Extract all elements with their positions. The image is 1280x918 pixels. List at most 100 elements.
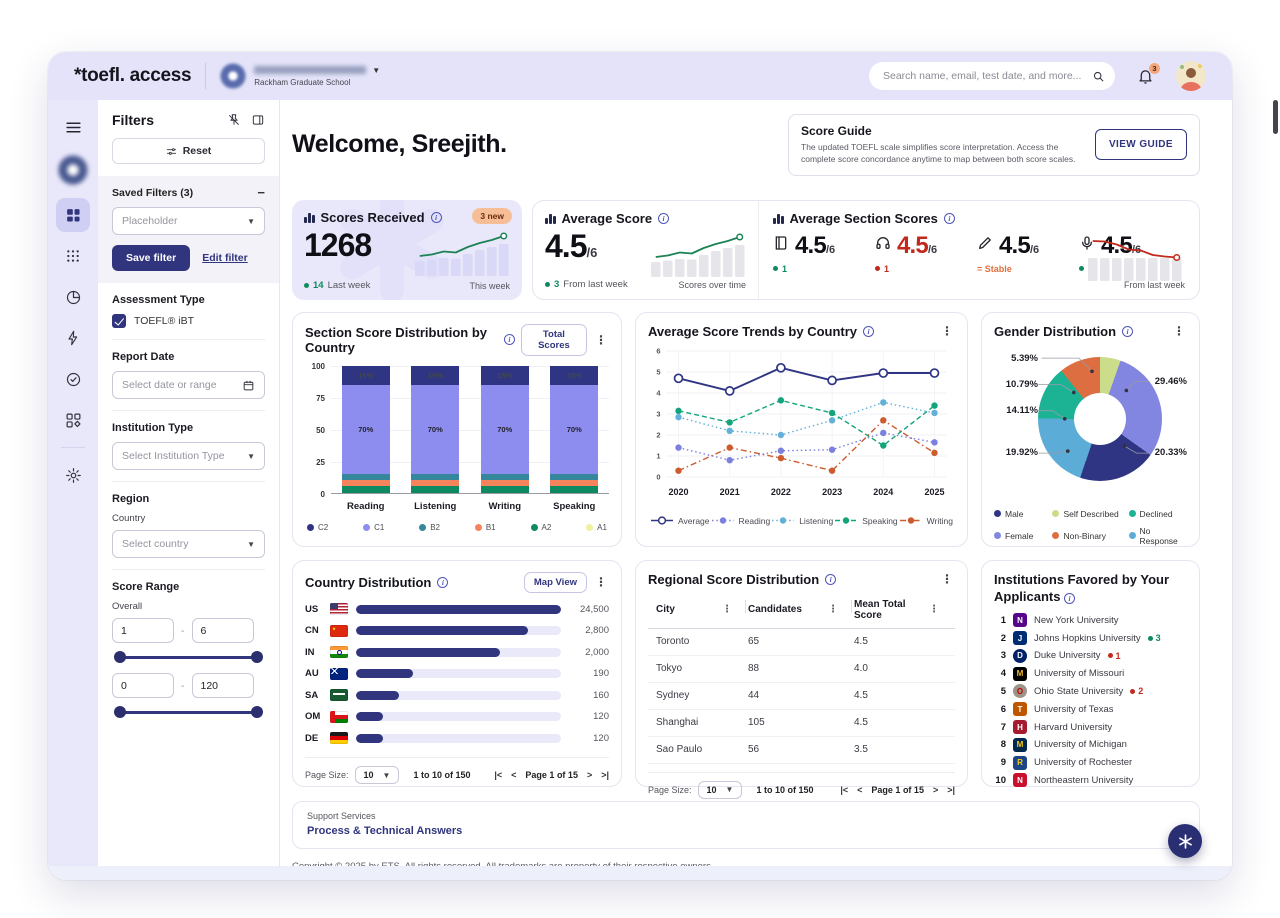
next-page-button[interactable]: > bbox=[586, 770, 593, 781]
sidebar-item-dashboard[interactable] bbox=[56, 198, 90, 232]
collapse-panel-icon[interactable] bbox=[251, 113, 265, 127]
info-icon[interactable]: i bbox=[503, 334, 515, 346]
search-icon[interactable] bbox=[1092, 70, 1105, 83]
kebab-menu-icon[interactable]: ⋮ bbox=[1173, 324, 1185, 339]
country-select[interactable]: Select country ▼ bbox=[112, 530, 265, 558]
institution-selector[interactable]: ▼ Rackham Graduate School bbox=[220, 63, 380, 89]
country-bar-fill bbox=[356, 733, 383, 743]
saved-filter-select[interactable]: Placeholder ▼ bbox=[112, 207, 265, 235]
page-scrollbar-thumb[interactable] bbox=[1273, 100, 1278, 134]
prev-page-button[interactable]: < bbox=[857, 784, 863, 795]
total-scores-button[interactable]: Total Scores bbox=[520, 323, 587, 356]
last-page-button[interactable]: >| bbox=[601, 770, 609, 781]
sidebar-item-actions[interactable] bbox=[56, 321, 90, 355]
sidebar-item-reports[interactable] bbox=[56, 280, 90, 314]
calendar-icon bbox=[243, 380, 254, 390]
bar-segment: 15% bbox=[480, 365, 529, 385]
legend-item: Declined bbox=[1128, 509, 1187, 519]
score-min-input[interactable] bbox=[112, 618, 174, 643]
country-bar-fill bbox=[356, 690, 400, 700]
kebab-menu-icon[interactable]: ⋮ bbox=[595, 575, 607, 590]
sidebar-item-integrations[interactable] bbox=[56, 403, 90, 437]
score2-range-slider[interactable] bbox=[114, 706, 263, 718]
x-axis-labels: Reading Listening Writing Speaking bbox=[331, 501, 609, 512]
kebab-menu-icon[interactable]: ⋮ bbox=[941, 324, 953, 339]
info-icon[interactable]: i bbox=[1064, 592, 1076, 604]
last-page-button[interactable]: >| bbox=[947, 784, 955, 795]
slider-handle-max[interactable] bbox=[251, 706, 263, 718]
institution-avatar bbox=[220, 63, 247, 89]
stacked-bar: 70% 15% bbox=[480, 365, 529, 493]
page-size-select[interactable]: 10 ▼ bbox=[354, 766, 400, 785]
search-bar[interactable] bbox=[869, 62, 1115, 90]
slider-handle-max[interactable] bbox=[251, 651, 263, 663]
info-icon[interactable]: i bbox=[430, 211, 442, 223]
institution-row: 3 D Duke University 1 bbox=[1000, 648, 1121, 663]
page-title: Welcome, Sreejith. bbox=[292, 130, 507, 158]
info-icon[interactable]: i bbox=[943, 212, 955, 224]
collapse-section-icon[interactable]: − bbox=[257, 185, 265, 200]
score2-max-input[interactable] bbox=[191, 673, 254, 698]
bar-segment bbox=[411, 473, 460, 480]
y-axis-labels: 0 25 50 75 100 bbox=[311, 361, 325, 499]
university-logo: H bbox=[1013, 720, 1027, 735]
page-size-select[interactable]: 10 ▼ bbox=[697, 780, 743, 799]
average-score-delta: 3 From last week bbox=[545, 279, 628, 290]
menu-button[interactable] bbox=[56, 110, 90, 144]
svg-text:2: 2 bbox=[656, 430, 660, 439]
column-menu-icon[interactable]: ⋮ bbox=[722, 604, 732, 616]
slider-handle-min[interactable] bbox=[114, 706, 126, 718]
assistant-fab-button[interactable] bbox=[1168, 824, 1202, 858]
prev-page-button[interactable]: < bbox=[511, 770, 517, 781]
de-flag-icon bbox=[330, 732, 348, 745]
notifications-button[interactable]: 3 bbox=[1137, 61, 1161, 85]
score2-min-input[interactable] bbox=[112, 673, 174, 698]
table-cell: Tokyo bbox=[656, 663, 683, 675]
sa-flag-icon bbox=[330, 689, 348, 702]
map-view-button[interactable]: Map View bbox=[523, 571, 587, 593]
info-icon[interactable]: i bbox=[658, 212, 670, 224]
info-icon[interactable]: i bbox=[437, 576, 449, 588]
country-code: CN bbox=[305, 625, 319, 637]
table-cell: Shanghai bbox=[656, 717, 699, 729]
slider-handle-min[interactable] bbox=[114, 651, 126, 663]
legend-item: A2 bbox=[530, 523, 551, 532]
column-menu-icon[interactable]: ⋮ bbox=[929, 604, 939, 616]
first-page-button[interactable]: |< bbox=[494, 770, 503, 781]
kebab-menu-icon[interactable]: ⋮ bbox=[595, 332, 607, 347]
view-guide-button[interactable]: VIEW GUIDE bbox=[1094, 129, 1187, 161]
sidebar-item-apps[interactable] bbox=[56, 239, 90, 273]
first-page-button[interactable]: |< bbox=[840, 784, 849, 795]
user-avatar[interactable] bbox=[1176, 61, 1206, 91]
sidebar-item-verification[interactable] bbox=[56, 362, 90, 396]
topbar: *toefl. access ▼ Rackham Graduate School bbox=[48, 52, 1232, 100]
info-icon[interactable]: i bbox=[1122, 325, 1134, 337]
sparkline-label: Scores over time bbox=[678, 279, 746, 290]
report-date-input[interactable]: Select date or range bbox=[112, 371, 265, 399]
country-bar-fill bbox=[356, 712, 383, 722]
kebab-menu-icon[interactable]: ⋮ bbox=[941, 572, 953, 587]
column-menu-icon[interactable]: ⋮ bbox=[828, 604, 838, 616]
bar-segment bbox=[411, 486, 460, 493]
sidebar-item-settings[interactable] bbox=[56, 458, 90, 492]
scores-received-sparkline bbox=[415, 232, 509, 276]
pagination-page: Page 1 of 15 bbox=[871, 784, 924, 795]
edit-filter-link[interactable]: Edit filter bbox=[202, 252, 248, 264]
info-icon[interactable]: i bbox=[863, 325, 875, 337]
institution-type-select[interactable]: Select Institution Type ▼ bbox=[112, 442, 265, 470]
pagination: Page Size: 10 ▼ 1 to 10 of 150 |< < Page … bbox=[305, 757, 609, 785]
score-range-slider[interactable] bbox=[114, 651, 263, 663]
bar-segment bbox=[411, 479, 460, 487]
save-filter-button[interactable]: Save filter bbox=[112, 245, 191, 271]
next-page-button[interactable]: > bbox=[932, 784, 939, 795]
search-input[interactable] bbox=[883, 70, 1086, 82]
reset-filters-button[interactable]: Reset bbox=[112, 138, 265, 164]
score-max-input[interactable] bbox=[191, 618, 254, 643]
support-link[interactable]: Process & Technical Answers bbox=[307, 824, 463, 837]
unpin-icon[interactable] bbox=[227, 113, 241, 127]
info-icon[interactable]: i bbox=[825, 573, 837, 585]
institution-row: 9 R University of Rochester bbox=[1000, 755, 1133, 770]
toefl-ibt-checkbox[interactable] bbox=[112, 314, 126, 328]
regional-score-distribution-card: Regional Score Distribution i ⋮ City ⋮ Can… bbox=[635, 559, 968, 799]
stat-title: Average Section Scores bbox=[789, 210, 938, 226]
